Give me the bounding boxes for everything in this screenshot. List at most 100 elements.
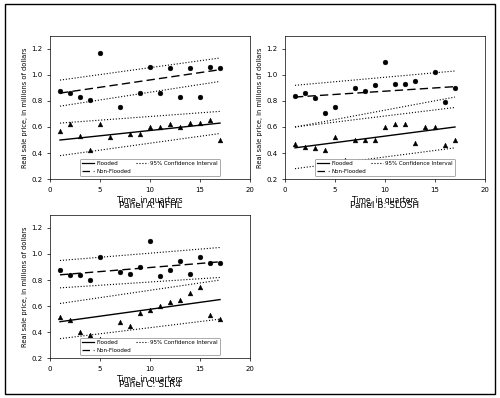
- Point: [196, 283, 204, 290]
- Text: Panel C: SLR4: Panel C: SLR4: [119, 380, 181, 389]
- Point: [216, 65, 224, 72]
- Point: [66, 317, 74, 324]
- Point: [186, 290, 194, 296]
- Point: [371, 137, 379, 143]
- Point: [86, 96, 94, 103]
- Point: [186, 120, 194, 126]
- Point: [96, 336, 104, 342]
- Point: [156, 303, 164, 309]
- Point: [56, 87, 64, 94]
- Point: [56, 266, 64, 273]
- Point: [216, 260, 224, 266]
- Point: [76, 94, 84, 100]
- Point: [66, 272, 74, 278]
- Point: [176, 94, 184, 100]
- Point: [216, 137, 224, 143]
- Point: [66, 90, 74, 96]
- Point: [391, 121, 399, 128]
- Point: [291, 93, 299, 99]
- Point: [126, 130, 134, 137]
- Point: [156, 124, 164, 130]
- Point: [166, 121, 174, 128]
- Point: [76, 329, 84, 336]
- Point: [411, 139, 419, 146]
- Point: [76, 272, 84, 278]
- Point: [186, 65, 194, 72]
- Point: [116, 104, 124, 111]
- Point: [136, 309, 144, 316]
- Point: [331, 104, 339, 111]
- Point: [311, 144, 319, 151]
- Point: [136, 90, 144, 96]
- Point: [331, 134, 339, 140]
- Point: [431, 124, 439, 130]
- Point: [106, 134, 114, 140]
- Point: [96, 50, 104, 56]
- Point: [116, 269, 124, 275]
- Point: [206, 64, 214, 70]
- Point: [291, 141, 299, 147]
- Point: [451, 85, 459, 91]
- Point: [441, 99, 449, 105]
- Point: [421, 124, 429, 130]
- Point: [196, 120, 204, 126]
- Point: [86, 147, 94, 154]
- Point: [351, 137, 359, 143]
- Point: [321, 147, 329, 154]
- Y-axis label: Real sale price, in millions of dollars: Real sale price, in millions of dollars: [258, 47, 264, 168]
- Point: [156, 90, 164, 96]
- Point: [176, 258, 184, 264]
- Point: [351, 85, 359, 91]
- Point: [166, 65, 174, 72]
- Point: [126, 322, 134, 329]
- Point: [206, 117, 214, 124]
- Point: [301, 143, 309, 150]
- Point: [401, 81, 409, 87]
- Y-axis label: Real sale price, in millions of dollars: Real sale price, in millions of dollars: [22, 47, 28, 168]
- Point: [56, 128, 64, 134]
- Point: [391, 81, 399, 87]
- Point: [441, 142, 449, 148]
- Point: [371, 82, 379, 88]
- Point: [86, 332, 94, 338]
- Point: [136, 130, 144, 137]
- Point: [301, 90, 309, 96]
- Point: [56, 313, 64, 320]
- Point: [216, 316, 224, 322]
- Point: [206, 260, 214, 266]
- Point: [96, 121, 104, 128]
- Point: [146, 64, 154, 70]
- X-axis label: Time, in quarters: Time, in quarters: [352, 195, 418, 205]
- Legend: Flooded, Non-Flooded, 95% Confidence Interval: Flooded, Non-Flooded, 95% Confidence Int…: [315, 159, 455, 176]
- Point: [106, 343, 114, 350]
- Point: [66, 121, 74, 128]
- Point: [381, 124, 389, 130]
- Point: [196, 254, 204, 260]
- Point: [361, 87, 369, 94]
- Point: [196, 94, 204, 100]
- Point: [401, 121, 409, 128]
- Point: [166, 266, 174, 273]
- Point: [76, 133, 84, 139]
- Text: Panel B: SLOSH: Panel B: SLOSH: [350, 201, 420, 210]
- X-axis label: Time, in quarters: Time, in quarters: [117, 375, 183, 384]
- Point: [146, 124, 154, 130]
- Legend: Flooded, Non-Flooded, 95% Confidence Interval: Flooded, Non-Flooded, 95% Confidence Int…: [80, 338, 220, 355]
- Point: [166, 299, 174, 305]
- Point: [86, 277, 94, 283]
- Point: [126, 270, 134, 277]
- Point: [411, 78, 419, 85]
- Text: Panel A: NFHL: Panel A: NFHL: [118, 201, 182, 210]
- Point: [451, 137, 459, 143]
- Point: [176, 297, 184, 303]
- Point: [206, 312, 214, 318]
- Point: [381, 59, 389, 65]
- Point: [156, 273, 164, 279]
- Point: [311, 95, 319, 101]
- X-axis label: Time, in quarters: Time, in quarters: [117, 195, 183, 205]
- Point: [176, 124, 184, 130]
- Point: [146, 307, 154, 313]
- Point: [321, 109, 329, 116]
- Point: [96, 254, 104, 260]
- Point: [136, 264, 144, 270]
